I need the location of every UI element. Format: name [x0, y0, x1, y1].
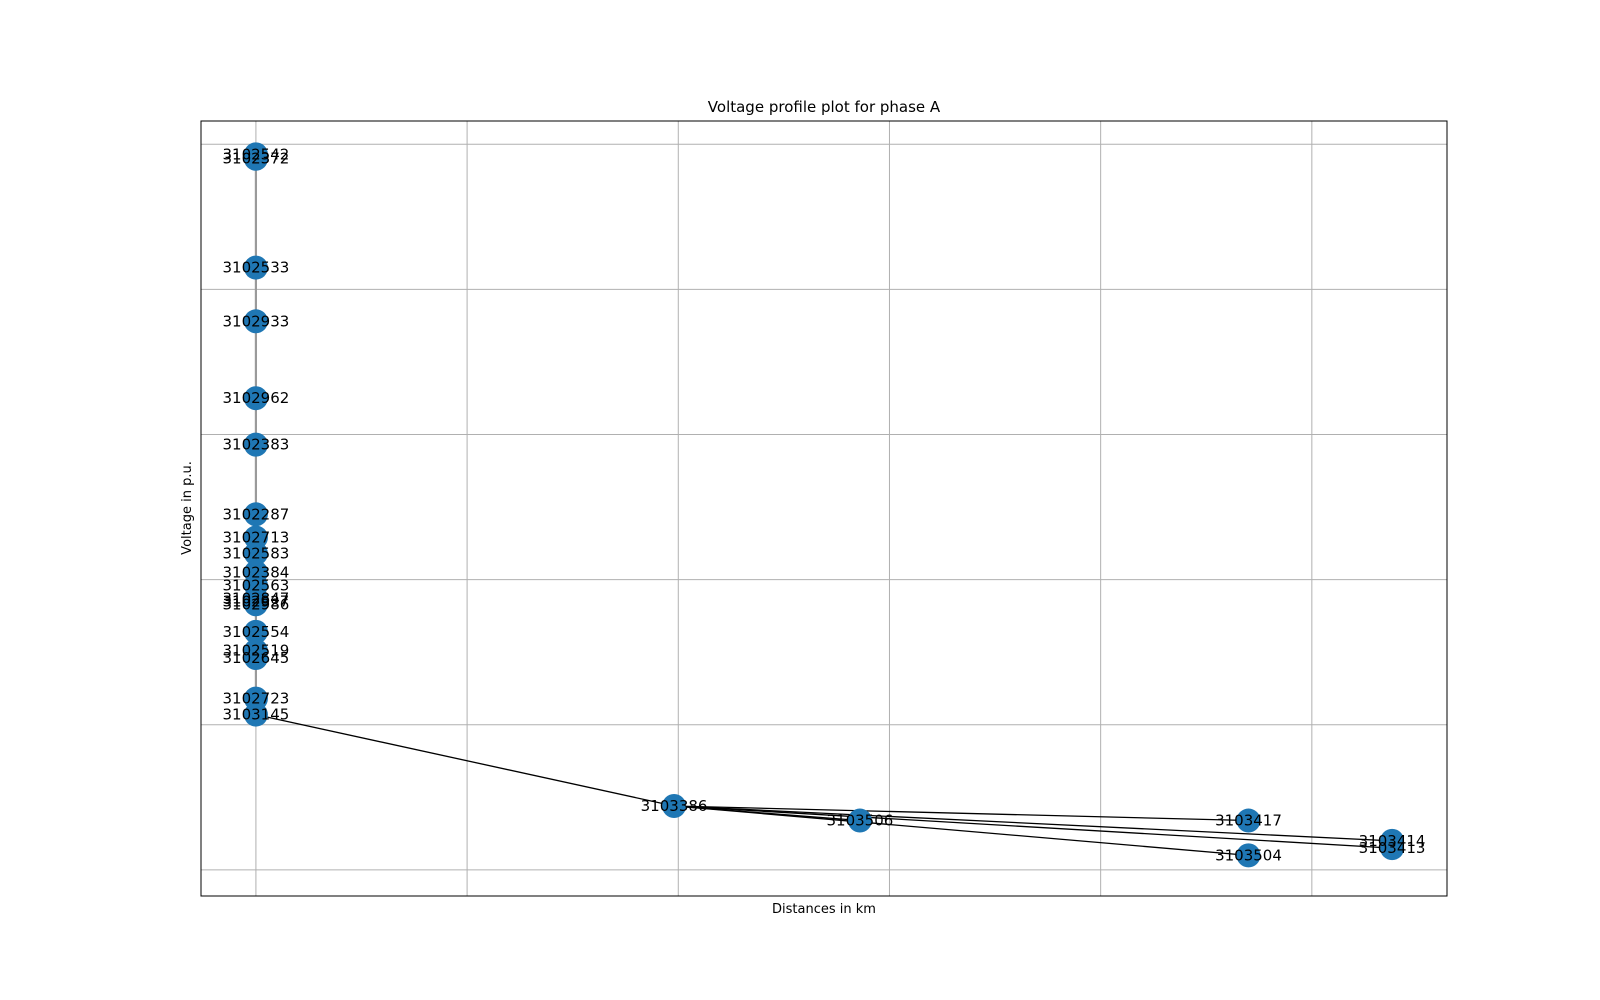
- edge-3103145-3103386: [255, 713, 675, 807]
- node-label-3102986: 3102986: [223, 595, 290, 613]
- node-label-3102519: 3102519: [223, 642, 290, 660]
- node-label-3103413: 3103413: [1359, 839, 1426, 857]
- node-label-3102533: 3102533: [223, 259, 290, 277]
- node-point-3102533: [243, 255, 268, 280]
- node-point-3103386: [662, 794, 687, 819]
- node-point-3102583: [243, 541, 268, 566]
- x-axis-label: Distances in km: [772, 902, 876, 917]
- network-nodes: [243, 142, 1405, 868]
- network-edges: [254, 154, 1393, 857]
- edge-3103386-3103413: [674, 805, 1393, 849]
- node-label-3102962: 3102962: [223, 389, 290, 407]
- node-point-3103506: [847, 808, 872, 833]
- node-label-3103506: 3103506: [826, 812, 893, 830]
- node-label-3102583: 3102583: [223, 544, 290, 562]
- node-label-3103414: 3103414: [1359, 832, 1426, 850]
- y-axis-label: Voltage in p.u.: [180, 461, 195, 555]
- node-point-3103417: [1236, 808, 1261, 833]
- node-label-3102384: 3102384: [223, 563, 290, 581]
- node-label-3102723: 3102723: [223, 690, 290, 708]
- node-point-3102645: [243, 645, 268, 670]
- node-point-3102554: [243, 619, 268, 644]
- node-point-3102962: [243, 386, 268, 411]
- node-label-3102554: 3102554: [223, 623, 290, 641]
- node-point-3102933: [243, 309, 268, 334]
- edge-3103386-3103417: [674, 805, 1249, 822]
- node-point-3102287: [243, 502, 268, 527]
- node-point-3102383: [243, 432, 268, 457]
- edge-3103386-3103504: [674, 805, 1249, 857]
- node-point-3103413: [1380, 836, 1405, 861]
- node-label-3102933: 3102933: [223, 312, 290, 330]
- node-label-3102287: 3102287: [223, 505, 290, 523]
- plot-frame: [200, 120, 1448, 897]
- node-label-3102383: 3102383: [223, 436, 290, 454]
- node-point-3102986: [243, 592, 268, 617]
- node-label-3102713: 3102713: [223, 529, 290, 547]
- node-label-3103417: 3103417: [1215, 812, 1282, 830]
- node-label-3103504: 3103504: [1215, 846, 1282, 864]
- node-label-3102563: 3102563: [223, 576, 290, 594]
- grid-lines: [201, 121, 1447, 896]
- node-point-3103145: [243, 702, 268, 727]
- node-label-3103145: 3103145: [223, 706, 290, 724]
- chart-title: Voltage profile plot for phase A: [708, 98, 941, 116]
- edge-3103386-3103414: [674, 805, 1393, 842]
- node-label-3102927: 3102927: [223, 592, 290, 610]
- node-label-3103386: 3103386: [641, 797, 708, 815]
- node-label-3102542: 3102542: [223, 145, 290, 163]
- node-point-3103504: [1236, 843, 1261, 868]
- node-label-3102847: 3102847: [223, 589, 290, 607]
- node-point-3102372: [243, 146, 268, 171]
- node-label-3102645: 3102645: [223, 649, 290, 667]
- node-label-3102372: 3102372: [223, 150, 290, 168]
